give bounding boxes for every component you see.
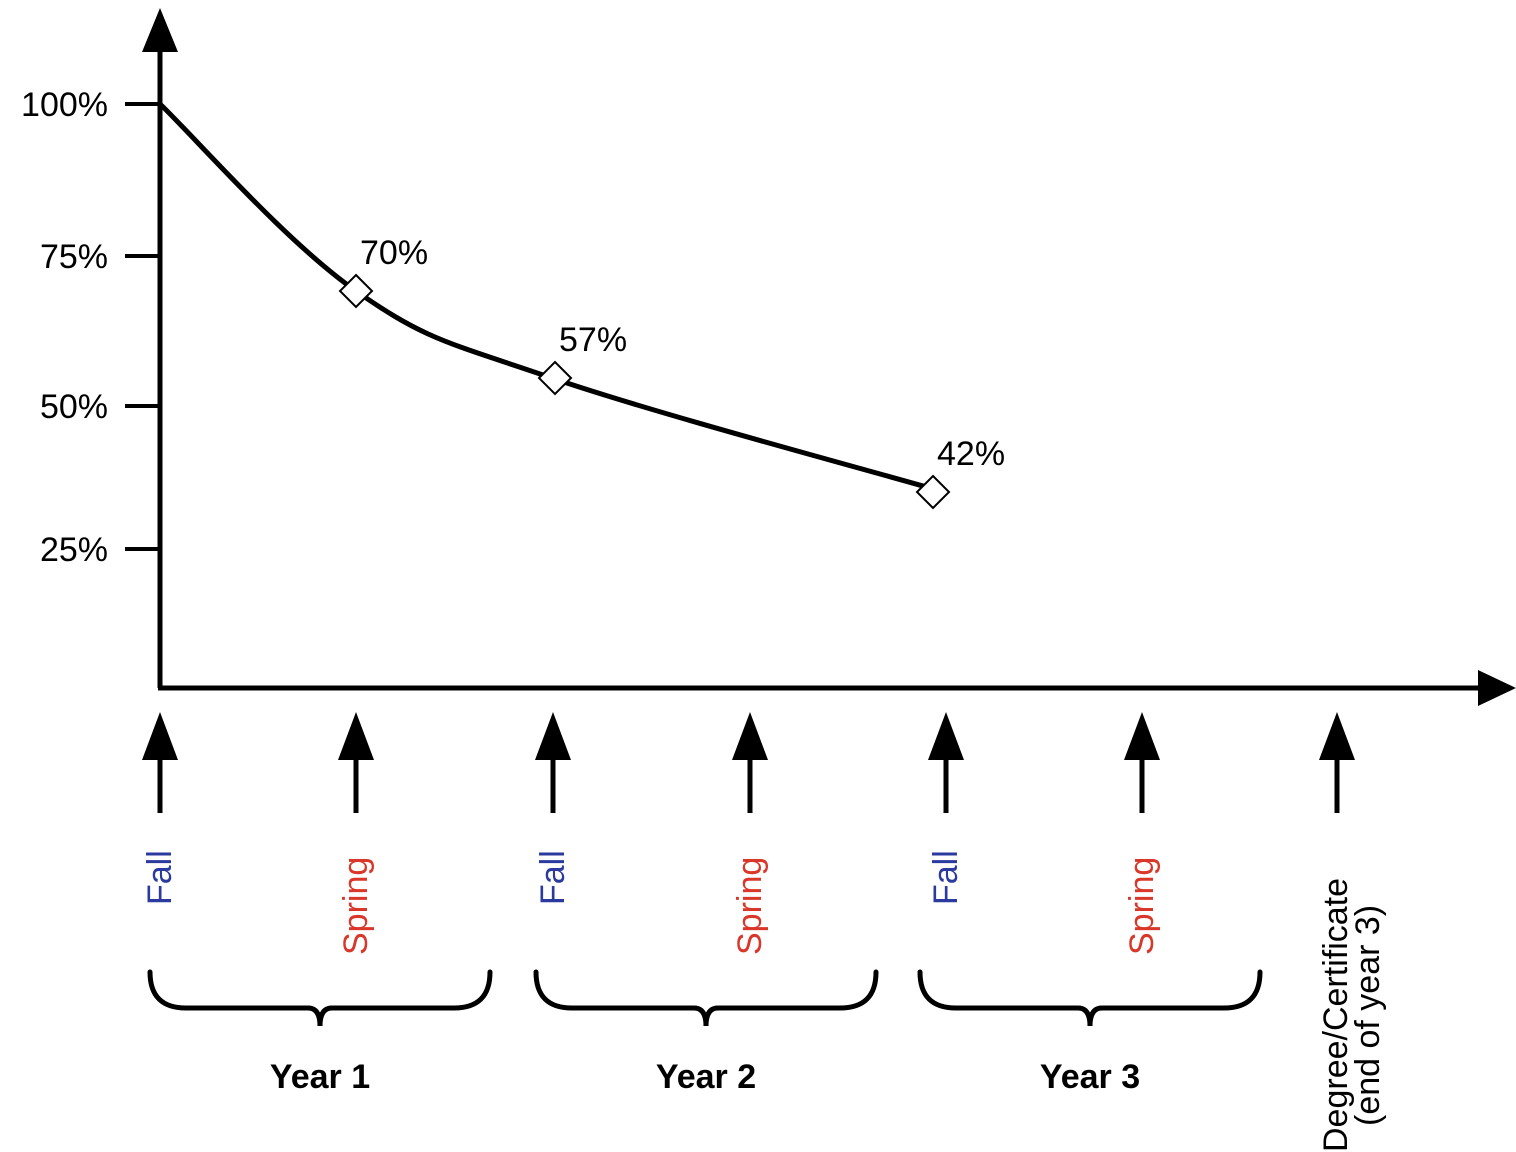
timeline-label-fall: Fall	[534, 850, 572, 905]
year-label: Year 3	[1040, 1058, 1140, 1096]
timeline-label-spring: Spring	[337, 857, 375, 955]
y-axis-arrowhead	[142, 8, 178, 52]
data-point-label: 42%	[937, 435, 1005, 473]
timeline-arrowhead	[1124, 712, 1160, 760]
year-label: Year 2	[656, 1058, 756, 1096]
year-brace	[147, 969, 493, 1027]
y-tick-label: 50%	[40, 388, 108, 426]
year-groups: Year 1 Year 2 Year 3	[147, 969, 1263, 1096]
year-brace	[533, 969, 879, 1027]
timeline-arrowhead	[535, 712, 571, 760]
y-ticks: 100% 75% 50% 25%	[21, 86, 162, 569]
timeline-label-degree-note: (end of year 3)	[1349, 905, 1387, 1126]
timeline-arrowhead	[732, 712, 768, 760]
year-label: Year 1	[270, 1058, 370, 1096]
year-brace	[917, 969, 1263, 1027]
y-tick-label: 25%	[40, 531, 108, 569]
timeline-arrowhead	[142, 712, 178, 760]
timeline-label-fall: Fall	[141, 850, 179, 905]
timeline-label-spring: Spring	[1123, 857, 1161, 955]
y-tick-label: 75%	[40, 238, 108, 276]
timeline-label-degree: Degree/Certificate	[1317, 878, 1355, 1152]
data-point-label: 70%	[360, 234, 428, 272]
series-line	[158, 102, 945, 495]
timeline-label-fall: Fall	[927, 850, 965, 905]
data-point-marker	[915, 474, 951, 510]
timeline-arrowhead	[1319, 712, 1355, 760]
x-axis-arrowhead	[1478, 670, 1516, 706]
data-point-marker	[338, 273, 374, 309]
data-point-marker	[537, 360, 573, 396]
data-point-label: 57%	[559, 321, 627, 359]
timeline: Fall Spring Fall Spring Fall Spring Degree/Cer…	[141, 712, 1387, 1152]
y-tick-label: 100%	[21, 86, 108, 124]
timeline-arrowhead	[338, 712, 374, 760]
timeline-arrowhead	[928, 712, 964, 760]
timeline-label-spring: Spring	[731, 857, 769, 955]
series-markers: 70% 57% 42%	[338, 234, 1005, 510]
